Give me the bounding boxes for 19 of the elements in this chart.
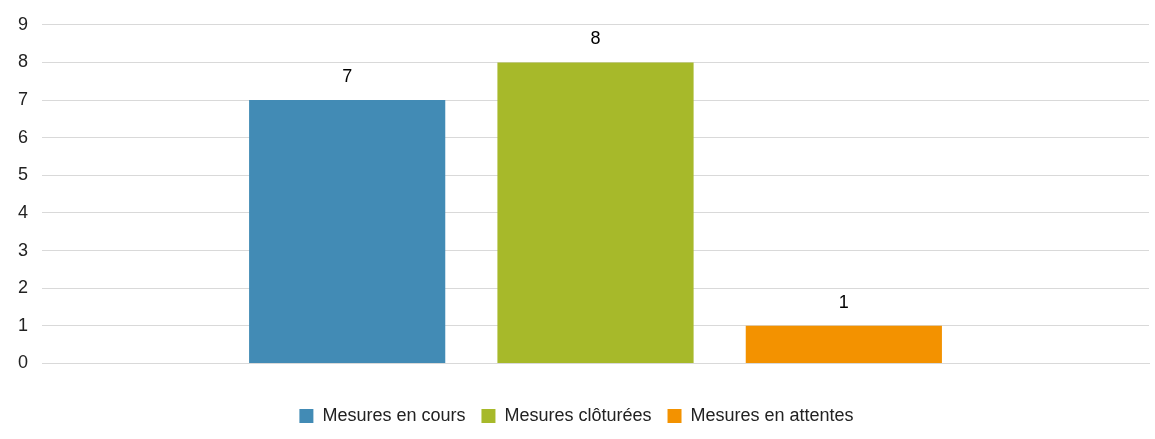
y-tick-label: 5 [18,164,29,185]
y-tick-label: 9 [18,13,29,34]
data-label: 7 [342,66,353,87]
legend-label: Mesures clôturées [504,404,652,425]
data-label: 8 [590,28,601,49]
legend-label: Mesures en attentes [690,404,854,425]
y-tick-label: 0 [18,352,29,373]
y-tick-label: 8 [18,51,29,72]
y-tick-label: 7 [18,89,29,110]
data-label: 1 [838,291,849,312]
y-tick-label: 4 [18,201,29,222]
y-tick-label: 2 [18,277,29,298]
bar [249,100,446,363]
bar [745,325,942,363]
bar [497,62,694,363]
legend-label: Mesures en cours [322,404,466,425]
y-tick-label: 6 [18,126,29,147]
y-tick-label: 3 [18,239,29,260]
y-tick-label: 1 [18,314,29,335]
